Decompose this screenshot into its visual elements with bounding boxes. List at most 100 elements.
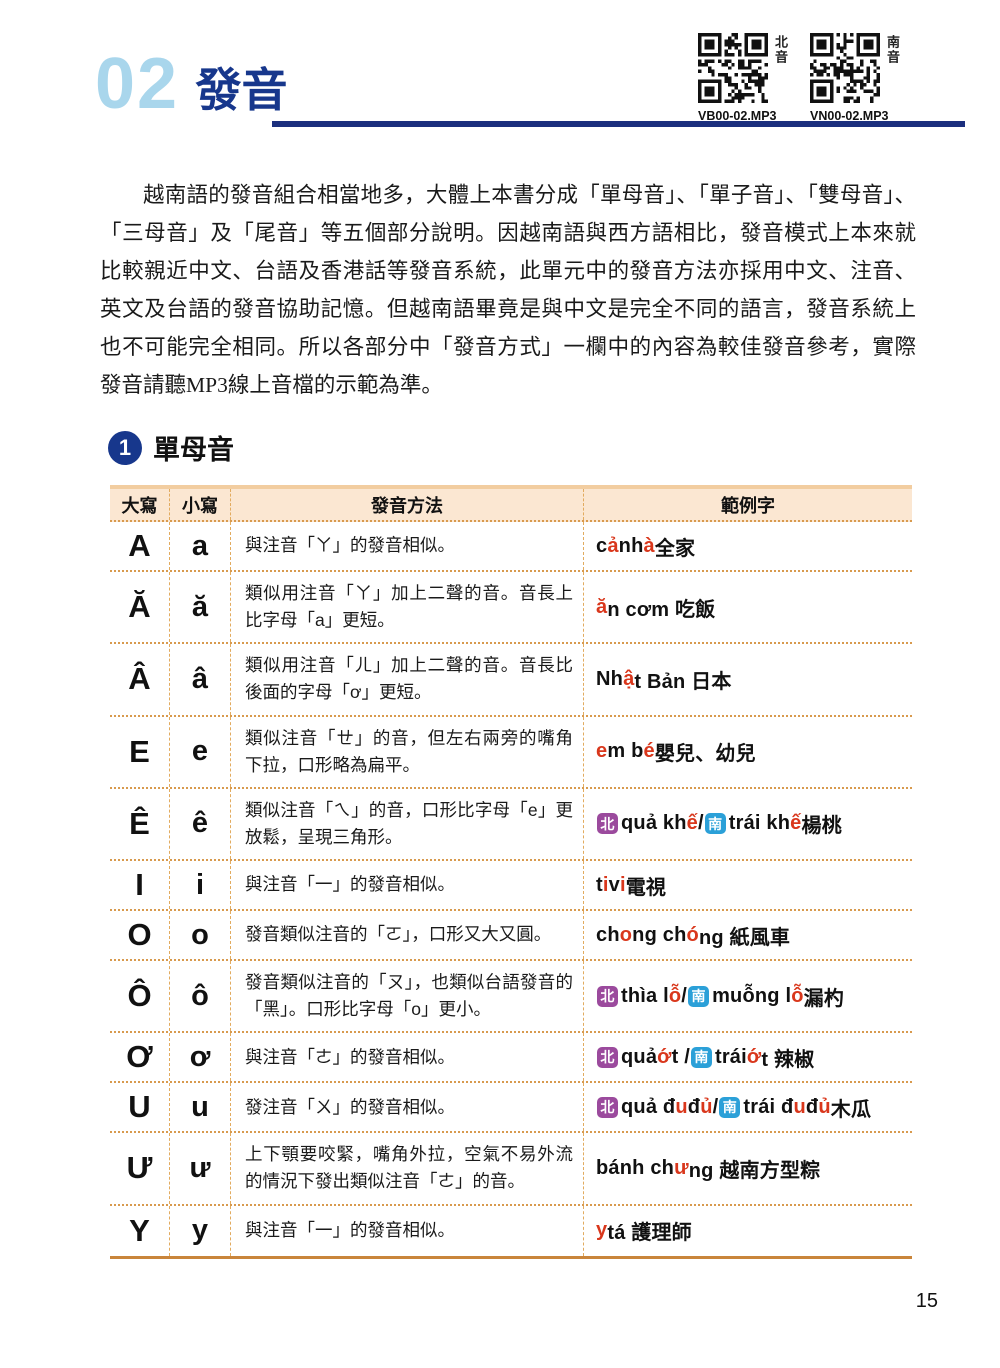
pronunciation-method: 發音類似注音的「ㄡ」，也類似台語發音的「黑」。口形比字母「o」更小。 [231,961,584,1032]
north-accent-badge: 北 [597,813,618,835]
example-text: Nh [596,667,624,690]
example-text: u [675,1095,688,1118]
example-text: 嬰兒、幼兒 [654,743,756,766]
example-text: / [681,984,688,1007]
pronunciation-method: 類似用注音「ㄚ」加上二聲的音。音長上比字母「a」更短。 [231,572,584,643]
example-text: 木瓜 [830,1098,872,1121]
example-text: i [602,873,609,896]
qr-filename: VN00-02.MP3 [810,109,889,123]
pronunciation-method: 類似注音「ㄝ」的音，但左右兩旁的嘴角下拉，口形略為扁平。 [231,716,584,787]
example-words: Nh ậ t Bản 日本 [584,644,912,714]
lowercase-letter: ê [170,788,231,859]
example-text: đ [805,1095,819,1118]
uppercase-letter: Y [110,1205,170,1256]
south-accent-badge: 南 [704,813,726,835]
example-text: v [608,873,620,896]
chapter-title: 發音 [195,64,288,116]
north-accent-badge: 北 [597,985,618,1007]
example-text: t / [671,1045,690,1068]
south-accent-badge: 南 [719,1096,741,1118]
section-number-circle: 1 [108,430,142,465]
qr-code-icon [810,33,880,103]
example-words: bánh ch ư ng 越南方型粽 [584,1133,912,1203]
example-text: tá 護理師 [607,1222,692,1244]
example-text: t [596,873,603,896]
qr-unit-south: 南音 VN00-02.MP3 [810,33,922,123]
example-text: 電視 [625,876,667,899]
example-text: ng 紙風車 [698,926,791,949]
example-words: ch o ng ch ó ng 紙風車 [584,911,912,959]
example-text: ó [686,923,699,946]
col-header-method: 發音方法 [231,489,584,520]
uppercase-letter: E [110,716,170,787]
example-text: 全家 [654,537,696,560]
example-text: ớ [746,1045,762,1068]
example-text: 楊桃 [801,815,842,838]
example-text: quả kh [621,812,687,835]
example-text: ậ [623,667,635,690]
example-words: y tá 護理師 [584,1206,912,1256]
chapter-number: 02 [95,44,180,124]
example-text: ư [674,1156,689,1179]
example-text: ả [607,534,619,557]
example-text: ă [596,595,608,618]
example-text: ỗ [791,984,804,1007]
lowercase-letter: u [170,1083,231,1132]
pronunciation-method: 發注音「ㄨ」的發音相似。 [231,1083,584,1132]
qr-filename: VB00-02.MP3 [698,109,777,123]
uppercase-letter: Ư [110,1133,170,1204]
pronunciation-method: 上下顎要咬緊，嘴角外拉，空氣不易外流的情況下發出類似注音「ㄜ」的音。 [231,1133,584,1204]
chapter-header: 02 發音 [95,48,288,128]
uppercase-letter: I [110,861,170,909]
example-text: 漏杓 [803,987,845,1010]
example-text: à [643,534,655,557]
example-text: ng 越南方型粽 [688,1159,821,1182]
example-words: 北 quả kh ế / 南 trái kh ế 楊桃 [584,789,912,859]
example-text: t Bản 日本 [634,670,732,693]
example-text: é [643,740,655,763]
uppercase-letter: U [110,1083,170,1132]
example-text: ủ [818,1095,831,1118]
pronunciation-method: 與注音「一」的發音相似。 [231,861,584,909]
example-text: ớ [657,1045,672,1068]
example-text: u [793,1095,806,1118]
lowercase-letter: e [170,716,231,787]
pronunciation-method: 與注音「一」的發音相似。 [231,1205,584,1256]
example-text: e [596,740,608,763]
page-number: 15 [915,1290,938,1312]
section-title: 單母音 [153,435,234,465]
qr-code-block: 北音 VB00-02.MP3 南音 VN00-02.MP3 [698,33,922,123]
pronunciation-method: 與注音「ㄚ」的發音相似。 [231,522,584,570]
example-text: trái kh [728,812,791,835]
title-underline-rule [272,121,965,127]
uppercase-letter: Ô [110,961,170,1032]
col-header-lowercase: 小寫 [170,489,231,520]
intro-paragraph: 越南語的發音組合相當地多，大體上本書分成「單母音」、「單子音」、「雙母音」、「三… [100,183,916,397]
lowercase-letter: ă [170,572,231,643]
north-accent-badge: 北 [597,1096,618,1118]
example-text: i [619,873,626,896]
example-text: quả đ [621,1095,676,1118]
south-accent-badge: 南 [688,985,710,1007]
lowercase-letter: ư [170,1133,231,1204]
section-heading: 1 單母音 [108,428,234,467]
example-text: ch [596,923,620,946]
example-text: / [712,1095,719,1118]
